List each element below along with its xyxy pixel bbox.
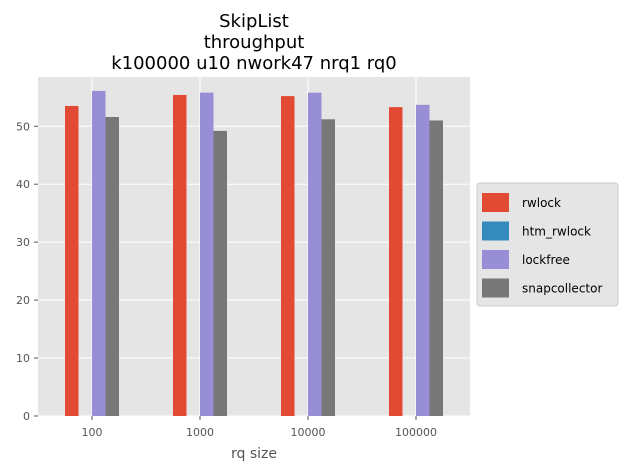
y-tick-label: 0: [23, 410, 30, 423]
bar-snapcollector-10000: [321, 119, 335, 417]
bar-lockfree-100000: [416, 104, 430, 417]
bar-snapcollector-1000: [213, 130, 227, 416]
x-tick-label: 1000: [186, 426, 214, 439]
legend-swatch-lockfree: [482, 250, 509, 269]
chart-title-line-2: throughput: [204, 32, 305, 53]
legend: rwlock htm_rwlock lockfree snapcollector: [476, 182, 619, 307]
y-tick-label: 40: [16, 178, 30, 191]
bar-lockfree-100: [92, 90, 106, 417]
bar-lockfree-10000: [308, 92, 322, 417]
legend-label-rwlock: rwlock: [522, 196, 561, 210]
bar-snapcollector-100: [105, 116, 119, 416]
legend-label-htm_rwlock: htm_rwlock: [522, 225, 591, 239]
y-axis-ticks: 0 10 20 30 40 50: [16, 120, 38, 423]
x-axis-label: rq size: [231, 446, 277, 462]
legend-swatch-snapcollector: [482, 278, 509, 298]
bar-snapcollector-100000: [429, 120, 443, 416]
bar-rwlock-1000: [173, 94, 187, 416]
chart-title-line-3: k100000 u10 nwork47 nrq1 rq0: [111, 53, 397, 74]
bar-rwlock-100: [65, 105, 79, 416]
chart-title-line-1: SkipList: [219, 11, 289, 32]
x-tick-label: 100: [82, 426, 103, 439]
y-tick-label: 20: [16, 294, 30, 307]
bars: [65, 90, 443, 417]
legend-swatch-rwlock: [482, 193, 509, 212]
bar-lockfree-1000: [200, 92, 214, 417]
legend-label-snapcollector: snapcollector: [522, 282, 602, 296]
y-tick-label: 10: [16, 352, 30, 365]
legend-box: [476, 182, 619, 307]
x-axis-ticks: 100 1000 10000 100000: [82, 416, 437, 439]
x-tick-label: 10000: [291, 426, 326, 439]
y-tick-label: 50: [16, 120, 30, 133]
legend-entries: rwlock htm_rwlock lockfree snapcollector: [482, 193, 602, 298]
x-tick-label: 100000: [395, 426, 437, 439]
bar-rwlock-100000: [389, 107, 403, 416]
legend-swatch-htm_rwlock: [482, 221, 509, 241]
y-tick-label: 30: [16, 236, 30, 249]
bar-rwlock-10000: [281, 96, 295, 416]
legend-label-lockfree: lockfree: [522, 253, 570, 267]
